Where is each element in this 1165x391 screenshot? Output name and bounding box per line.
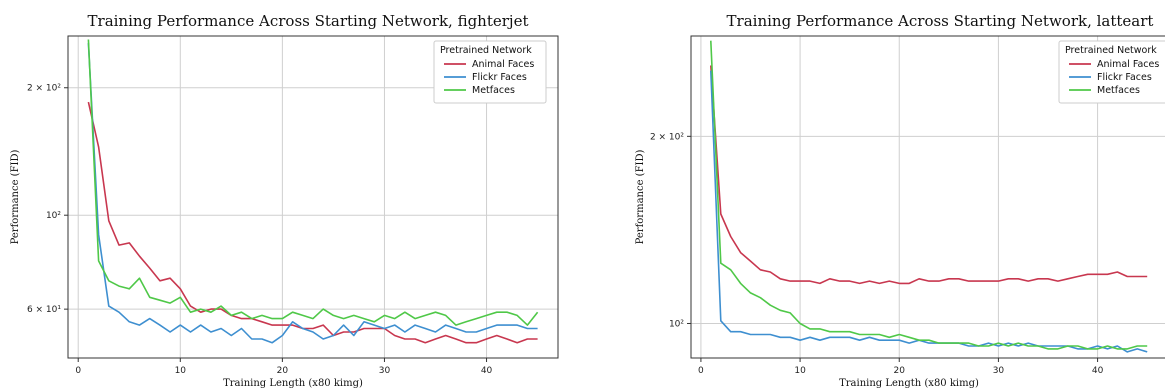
legend: Pretrained Network Animal Faces Flickr Fac… (433, 40, 547, 104)
chart-fighterjet: Training Performance Across Starting Net… (10, 12, 559, 389)
plot-frame (690, 35, 1165, 359)
y-tick-label: 2 × 10² (27, 84, 61, 94)
plot-frame (67, 35, 559, 359)
legend-entry: Metfaces (472, 85, 515, 96)
x-tick-label: 30 (379, 366, 391, 376)
legend-entry: Metfaces (1097, 85, 1140, 96)
legend-entry: Animal Faces (1097, 59, 1159, 70)
legend: Pretrained Network Animal Faces Flickr Fac… (1058, 40, 1165, 104)
legend-title: Pretrained Network (440, 45, 532, 56)
legend-entry: Flickr Faces (472, 72, 527, 83)
legend-entry: Flickr Faces (1097, 72, 1152, 83)
y-axis-label: Performance (FID) (635, 150, 646, 245)
y-tick-label: 10² (669, 319, 684, 329)
chart-latteart: Training Performance Across Starting Net… (635, 12, 1165, 389)
legend-box (1058, 40, 1165, 104)
x-axis-label: Training Length (x80 kimg) (839, 378, 979, 389)
x-tick-label: 10 (175, 366, 187, 376)
series-line-flickr-faces (87, 43, 538, 344)
x-tick-label: 40 (481, 366, 493, 376)
y-tick-label: 10² (46, 211, 61, 221)
y-axis-label: Performance (FID) (10, 150, 21, 245)
series-line-metfaces (710, 40, 1148, 350)
x-tick-label: 20 (894, 366, 906, 376)
x-tick-label: 30 (993, 366, 1005, 376)
x-axis-label: Training Length (x80 kimg) (223, 378, 363, 389)
series-line-metfaces (87, 39, 539, 326)
series-line-animal-faces (710, 65, 1148, 285)
chart-title: Training Performance Across Starting Net… (88, 12, 529, 30)
series-line-animal-faces (87, 101, 538, 344)
x-tick-label: 0 (75, 366, 81, 376)
x-tick-label: 0 (698, 366, 704, 376)
legend-title: Pretrained Network (1065, 45, 1157, 56)
x-tick-label: 40 (1092, 366, 1104, 376)
legend-entry: Animal Faces (472, 59, 534, 70)
x-tick-label: 20 (277, 366, 289, 376)
legend-box (433, 40, 547, 104)
x-tick-label: 10 (794, 366, 806, 376)
y-tick-label: 6 × 10¹ (27, 305, 61, 315)
series-line-flickr-faces (710, 70, 1148, 353)
y-tick-label: 2 × 10² (650, 132, 684, 142)
chart-title: Training Performance Across Starting Net… (727, 12, 1154, 30)
